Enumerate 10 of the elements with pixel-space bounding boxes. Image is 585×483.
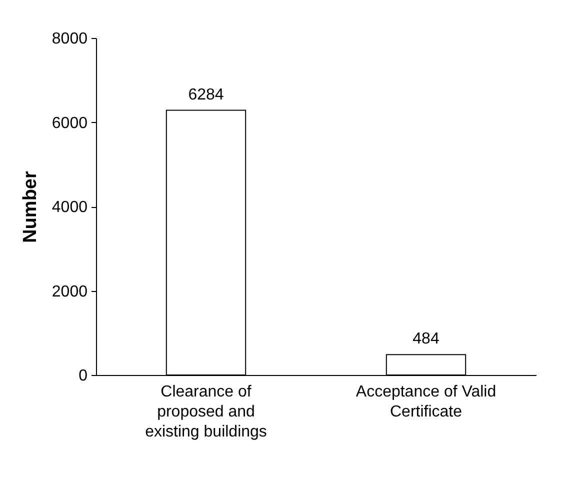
x-tick-label: Clearance of proposed and existing buildings (145, 384, 267, 440)
y-tick-label: 8000 (52, 30, 88, 48)
y-tick-label: 2000 (52, 283, 88, 300)
data-label: 484 (412, 330, 440, 348)
y-tick-label: 4000 (52, 199, 88, 216)
data-label: 6284 (188, 86, 224, 104)
y-tick-label: 0 (78, 368, 88, 384)
x-tick-label: Acceptance of Valid Certificate (356, 384, 496, 420)
y-tick-label: 6000 (52, 114, 88, 132)
y-axis-title: Number (20, 170, 41, 243)
